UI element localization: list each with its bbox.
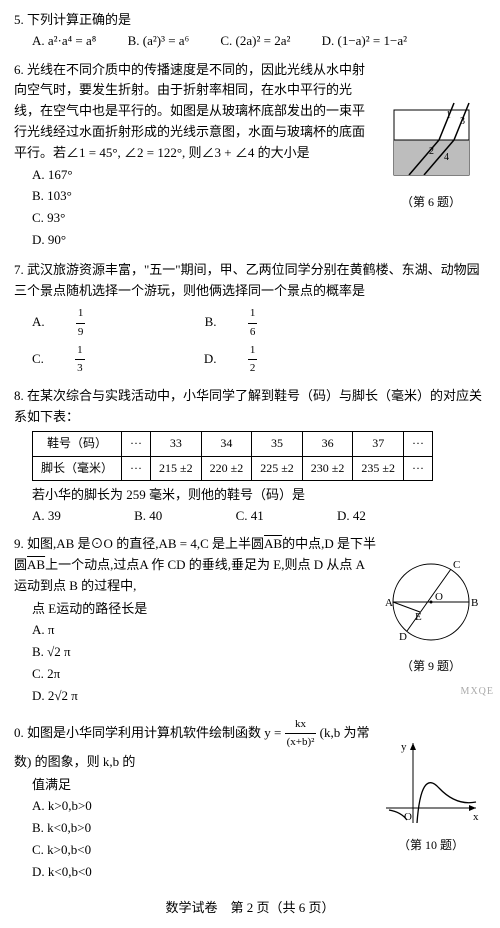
td: 225 ±2: [252, 456, 303, 480]
question-9: A B C D O E （第 9 题） 9. 如图,AB 是⊙O 的直径,AB …: [14, 534, 486, 707]
th: ···: [403, 432, 432, 456]
function-graph-icon: x y O: [381, 738, 481, 828]
question-6: 1 3 2 4 （第 6 题） 6. 光线在不同介质中的传播速度是不同的，因此光…: [14, 60, 486, 252]
q6-opt-d: D. 90°: [32, 230, 486, 251]
th: 33: [151, 432, 202, 456]
svg-text:2: 2: [429, 146, 434, 157]
q8-opt-c: C. 41: [236, 506, 264, 527]
q7-opt-d: D. 12: [204, 342, 313, 378]
q7-options: A. 19 B. 16 C. 13 D. 12: [14, 305, 486, 377]
q9-num: 9.: [14, 536, 24, 551]
q8-opt-a: A. 39: [32, 506, 61, 527]
svg-text:E: E: [415, 611, 422, 623]
table-row: 脚长（毫米） ··· 215 ±2 220 ±2 225 ±2 230 ±2 2…: [33, 456, 433, 480]
td: 215 ±2: [151, 456, 202, 480]
q5-stem: 下列计算正确的是: [27, 12, 131, 27]
q7-opt-c: C. 13: [32, 342, 141, 378]
q8-stem: 在某次综合与实践活动中，小华同学了解到鞋号（码）与脚长（毫米）的对应关系如下表：: [14, 388, 482, 424]
page-footer: 数学试卷 第 2 页（共 6 页）: [14, 898, 486, 919]
q9-caption: （第 9 题）: [376, 657, 486, 676]
question-8: 8. 在某次综合与实践活动中，小华同学了解到鞋号（码）与脚长（毫米）的对应关系如…: [14, 386, 486, 527]
svg-text:O: O: [404, 811, 412, 823]
q10-stem: 如图是小华同学利用计算机软件绘制函数 y = kx(x+b)² (k,b 为常数…: [14, 725, 370, 769]
table-row: 鞋号（码） ··· 33 34 35 36 37 ···: [33, 432, 433, 456]
td: ···: [122, 456, 151, 480]
svg-text:y: y: [401, 741, 407, 753]
q8-opt-b: B. 40: [134, 506, 162, 527]
q7-opt-a: A. 19: [32, 305, 141, 341]
q6-stem: 光线在不同介质中的传播速度是不同的，因此光线从水中射向空气时，要发生折射。由于折…: [14, 62, 365, 160]
svg-text:D: D: [399, 631, 407, 643]
th: 鞋号（码）: [33, 432, 122, 456]
q7-num: 7.: [14, 262, 24, 277]
q10-num: 0.: [14, 725, 24, 740]
svg-text:C: C: [453, 559, 460, 571]
q5-opt-a: A. a²·a⁴ = a⁸: [32, 31, 96, 52]
question-5: 5. 下列计算正确的是 A. a²·a⁴ = a⁸ B. (a²)³ = a⁶ …: [14, 10, 486, 52]
q10-opt-d: D. k<0,b<0: [32, 862, 486, 883]
svg-text:3: 3: [460, 116, 465, 127]
td: 235 ±2: [353, 456, 404, 480]
watermark: MXQE: [461, 684, 494, 700]
refraction-diagram-icon: 1 3 2 4: [384, 100, 479, 185]
svg-text:O: O: [435, 591, 443, 603]
q6-caption: （第 6 题）: [376, 193, 486, 212]
q5-options: A. a²·a⁴ = a⁸ B. (a²)³ = a⁶ C. (2a)² = 2…: [14, 31, 486, 52]
q8-line2: 若小华的脚长为 259 毫米，则他的鞋号（码）是: [14, 485, 486, 506]
q8-opt-d: D. 42: [337, 506, 366, 527]
td: 230 ±2: [302, 456, 353, 480]
svg-text:A: A: [385, 597, 393, 609]
q7-opt-b: B. 16: [205, 305, 314, 341]
q5-num: 5.: [14, 12, 24, 27]
q5-opt-d: D. (1−a)² = 1−a²: [322, 31, 407, 52]
th: 36: [302, 432, 353, 456]
question-7: 7. 武汉旅游资源丰富，"五一"期间，甲、乙两位同学分别在黄鹤楼、东湖、动物园三…: [14, 260, 486, 378]
td: 脚长（毫米）: [33, 456, 122, 480]
td: ···: [403, 456, 432, 480]
q7-stem: 武汉旅游资源丰富，"五一"期间，甲、乙两位同学分别在黄鹤楼、东湖、动物园三个景点…: [14, 262, 480, 298]
q9-stem: 如图,AB 是⊙O 的直径,AB = 4,C 是上半圆AB的中点,D 是下半圆A…: [14, 536, 376, 593]
svg-text:4: 4: [444, 152, 449, 163]
th: ···: [122, 432, 151, 456]
q6-figure: 1 3 2 4 （第 6 题）: [376, 100, 486, 212]
q8-options: A. 39 B. 40 C. 41 D. 42: [14, 506, 486, 527]
q5-opt-b: B. (a²)³ = a⁶: [128, 31, 190, 52]
q8-table: 鞋号（码） ··· 33 34 35 36 37 ··· 脚长（毫米） ··· …: [32, 431, 433, 480]
td: 220 ±2: [201, 456, 252, 480]
q5-opt-c: C. (2a)² = 2a²: [220, 31, 290, 52]
q9-figure: A B C D O E （第 9 题）: [376, 554, 486, 676]
th: 35: [252, 432, 303, 456]
q6-num: 6.: [14, 62, 24, 77]
q8-num: 8.: [14, 388, 24, 403]
th: 34: [201, 432, 252, 456]
svg-text:x: x: [473, 811, 479, 823]
svg-text:1: 1: [446, 110, 451, 121]
circle-diagram-icon: A B C D O E: [381, 554, 481, 649]
q10-figure: x y O （第 10 题）: [376, 738, 486, 855]
q10-caption: （第 10 题）: [376, 836, 486, 855]
th: 37: [353, 432, 404, 456]
question-10: x y O （第 10 题） 0. 如图是小华同学利用计算机软件绘制函数 y =…: [14, 716, 486, 884]
svg-text:B: B: [471, 597, 478, 609]
